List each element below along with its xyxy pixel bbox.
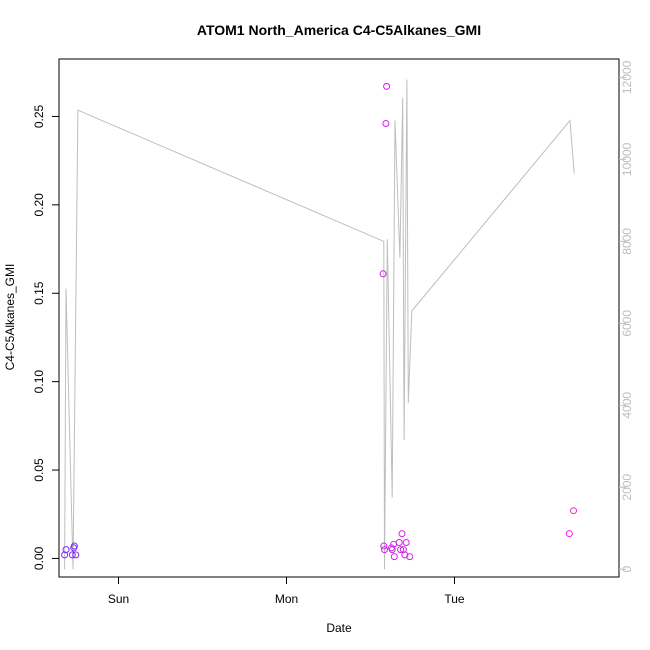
x-tick-label: Sun xyxy=(108,592,129,606)
y2-tick-label: 10000 xyxy=(620,142,634,176)
data-point xyxy=(570,507,577,515)
data-point xyxy=(401,551,409,559)
data-point xyxy=(380,542,388,550)
data-point xyxy=(383,82,391,90)
y2-tick-label: 4000 xyxy=(620,392,634,419)
y2-tick-label: 8000 xyxy=(620,228,634,255)
y-tick-label: 0.05 xyxy=(32,458,46,482)
y-tick-label: 0.10 xyxy=(32,370,46,394)
x-tick-label: Tue xyxy=(444,592,465,606)
data-point xyxy=(382,120,390,128)
x-tick-label: Mon xyxy=(275,592,298,606)
data-point xyxy=(406,553,414,561)
data-point xyxy=(395,539,403,547)
plot-area: Sun Mon Tue 0.00 0.05 0.10 0.15 0.20 0.25 0 2000 40… xyxy=(32,58,634,606)
data-point xyxy=(70,542,78,550)
y2-tick-label: 0 xyxy=(620,566,634,573)
data-point xyxy=(398,530,406,538)
y-tick-label: 0.25 xyxy=(32,104,46,128)
data-point xyxy=(62,546,70,554)
y2-tick-label: 6000 xyxy=(620,310,634,337)
data-point xyxy=(72,551,80,559)
y-tick-label: 0.15 xyxy=(32,281,46,305)
data-point xyxy=(402,539,410,547)
data-point xyxy=(565,530,573,538)
y-axis-label: C4-C5Alkanes_GMI xyxy=(3,264,17,371)
data-point xyxy=(397,546,405,554)
data-point xyxy=(379,270,387,278)
y2-tick-label: 2000 xyxy=(620,474,634,501)
chart-title: ATOM1 North_America C4-C5Alkanes_GMI xyxy=(197,22,481,38)
plot-frame xyxy=(58,58,620,578)
y2-tick-label: 12000 xyxy=(620,60,634,94)
y-tick-label: 0.20 xyxy=(32,193,46,217)
data-point xyxy=(390,553,398,561)
y-tick-label: 0.00 xyxy=(32,546,46,570)
x-axis-label: Date xyxy=(326,621,352,635)
data-point xyxy=(68,551,76,559)
data-point xyxy=(381,546,388,554)
series-line xyxy=(64,79,575,570)
